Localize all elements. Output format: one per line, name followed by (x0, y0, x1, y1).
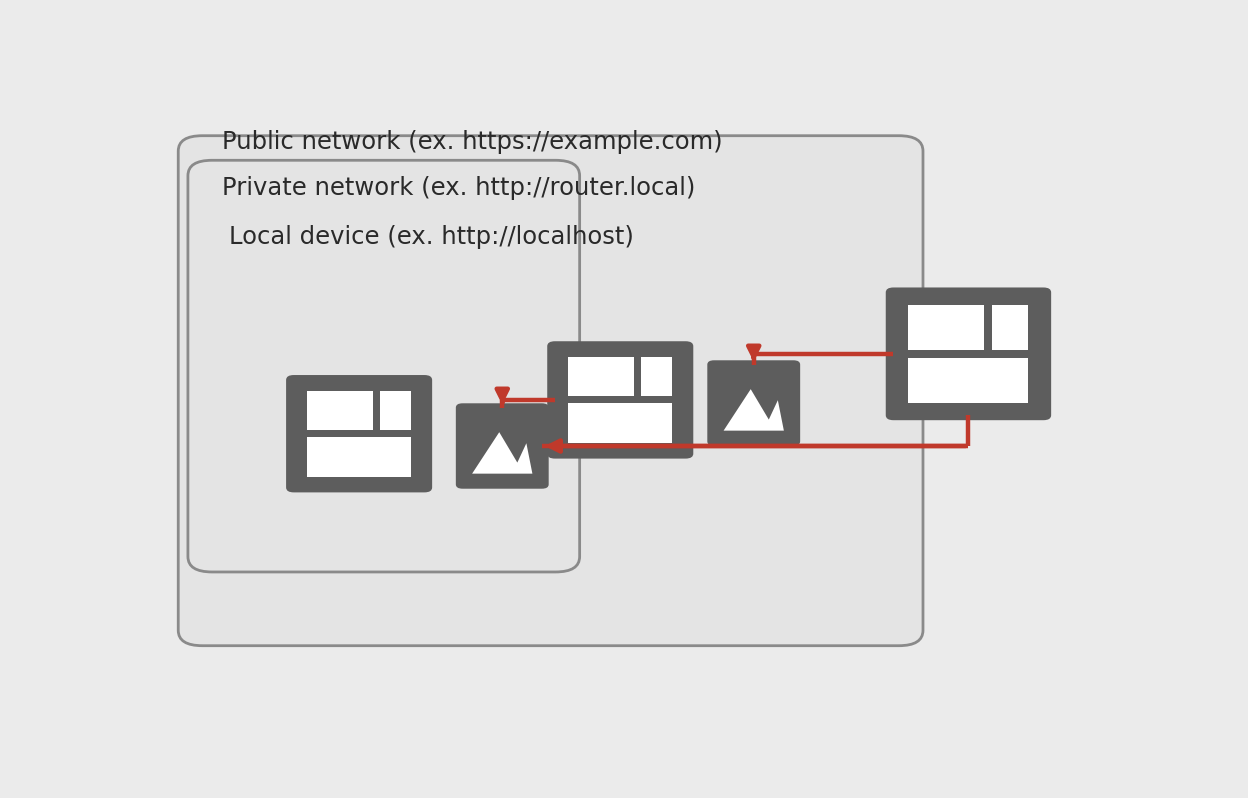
FancyBboxPatch shape (886, 287, 1051, 421)
Bar (641, 357, 673, 397)
Bar (307, 437, 412, 476)
FancyBboxPatch shape (456, 403, 549, 488)
Bar (909, 358, 1028, 403)
Text: Private network (ex. http://router.local): Private network (ex. http://router.local… (222, 176, 695, 200)
Bar (909, 305, 983, 350)
FancyBboxPatch shape (286, 375, 432, 492)
Bar (568, 357, 634, 397)
FancyBboxPatch shape (708, 360, 800, 446)
Bar (568, 403, 673, 443)
FancyBboxPatch shape (188, 160, 579, 572)
Polygon shape (724, 389, 784, 431)
Bar (379, 391, 412, 430)
Polygon shape (472, 433, 533, 474)
FancyBboxPatch shape (178, 136, 924, 646)
Bar (307, 391, 373, 430)
Text: Local device (ex. http://localhost): Local device (ex. http://localhost) (228, 225, 634, 249)
Text: Public network (ex. https://example.com): Public network (ex. https://example.com) (222, 129, 723, 153)
FancyBboxPatch shape (547, 342, 694, 459)
Bar (992, 305, 1028, 350)
